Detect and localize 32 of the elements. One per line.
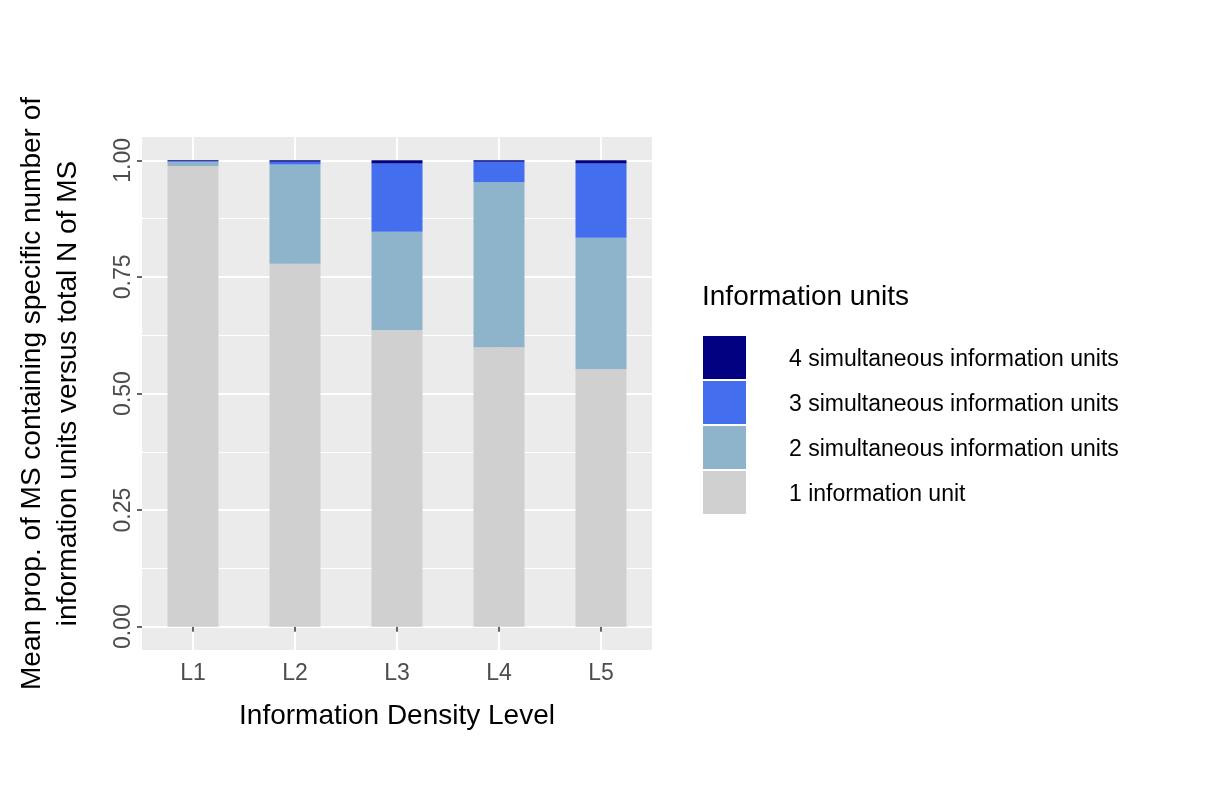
y-tick-label: 0.25 — [108, 487, 135, 533]
bar — [371, 330, 423, 627]
y-tick-label: 0.00 — [108, 604, 135, 650]
bar — [575, 237, 627, 370]
bar — [473, 161, 525, 183]
y-tick-label: 1.00 — [108, 137, 135, 183]
y-tick-label: 0.75 — [108, 254, 135, 300]
x-tick-label: L5 — [588, 658, 614, 685]
bar — [371, 160, 423, 164]
x-tick-label: L1 — [180, 658, 206, 685]
legend-label: 4 simultaneous information units — [789, 344, 1119, 371]
bar — [167, 165, 219, 627]
y-axis-title: Mean prop. of MS containing specific number of information units versus total N of MS — [14, 96, 82, 690]
legend-label: 3 simultaneous information units — [789, 389, 1119, 416]
x-tick-label: L3 — [384, 658, 410, 685]
bar — [371, 231, 423, 331]
legend-title: Information units — [702, 279, 909, 311]
x-axis-title: Information Density Level — [239, 698, 555, 730]
bar — [473, 182, 525, 348]
bar — [575, 369, 627, 627]
bar — [167, 161, 219, 166]
bar — [473, 347, 525, 627]
legend-label: 1 information unit — [789, 479, 967, 506]
x-tick-label: L2 — [282, 658, 308, 685]
y-tick-label: 0.50 — [108, 371, 135, 416]
bar — [269, 263, 321, 627]
bar — [575, 163, 627, 238]
x-tick-label: L4 — [486, 658, 512, 685]
bar — [269, 164, 321, 264]
bar — [575, 160, 627, 164]
bar — [371, 163, 423, 232]
legend-label: 2 simultaneous information units — [789, 434, 1119, 461]
